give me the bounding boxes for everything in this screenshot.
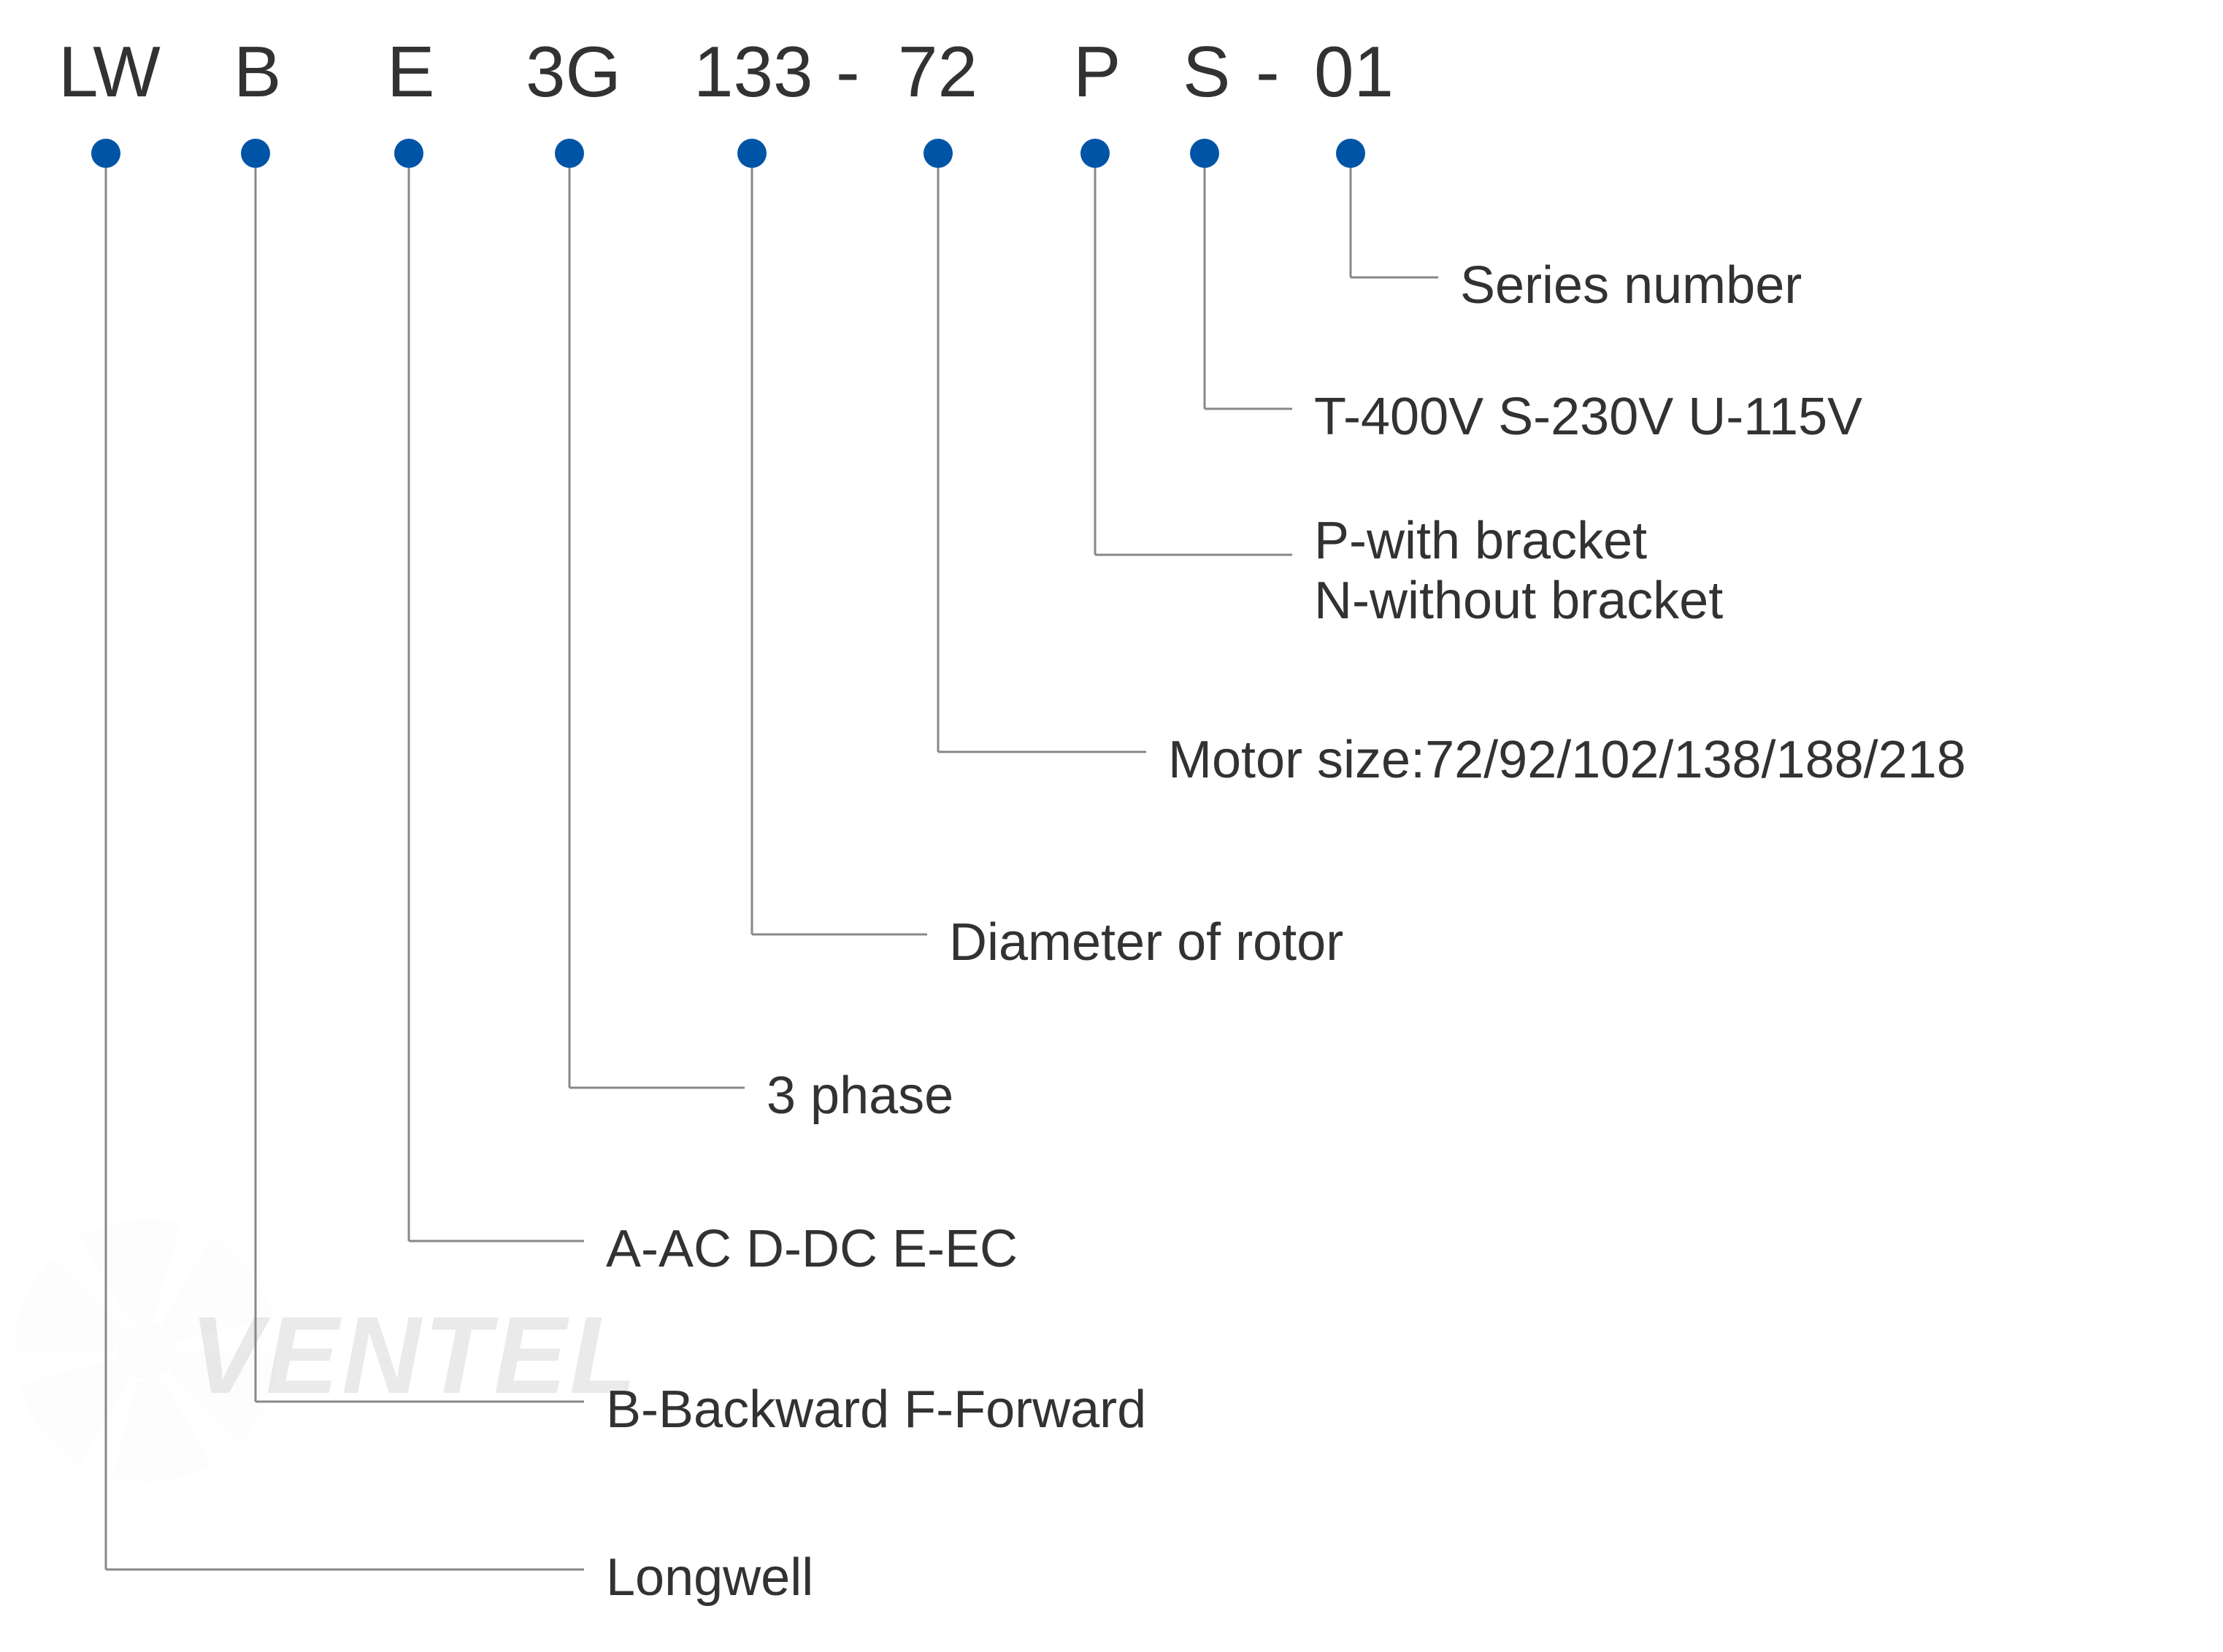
code-part-5: - bbox=[836, 31, 860, 113]
description-0: Longwell bbox=[606, 1548, 813, 1607]
code-dot-6 bbox=[924, 139, 953, 168]
description-2: A-AC D-DC E-EC bbox=[606, 1219, 1018, 1279]
description-6-line-1: N-without bracket bbox=[1314, 571, 1723, 631]
description-6-line-0: P-with bracket bbox=[1314, 511, 1723, 571]
description-1: B-Backward F-Forward bbox=[606, 1380, 1146, 1440]
description-1-line-0: B-Backward F-Forward bbox=[606, 1380, 1146, 1440]
description-0-line-0: Longwell bbox=[606, 1548, 813, 1607]
code-dot-4 bbox=[737, 139, 767, 168]
code-part-4: 133 bbox=[694, 31, 813, 113]
code-dot-8 bbox=[1190, 139, 1219, 168]
description-3: 3 phase bbox=[767, 1066, 953, 1126]
description-4: Diameter of rotor bbox=[949, 913, 1343, 972]
code-part-9: - bbox=[1256, 31, 1280, 113]
code-part-0: LW bbox=[58, 31, 161, 113]
code-part-8: S bbox=[1183, 31, 1230, 113]
code-part-6: 72 bbox=[898, 31, 978, 113]
description-6: P-with bracketN-without bracket bbox=[1314, 511, 1723, 631]
description-2-line-0: A-AC D-DC E-EC bbox=[606, 1219, 1018, 1279]
description-5: Motor size:72/92/102/138/188/218 bbox=[1168, 730, 1966, 790]
code-part-3: 3G bbox=[526, 31, 621, 113]
code-dot-7 bbox=[1080, 139, 1110, 168]
description-5-line-0: Motor size:72/92/102/138/188/218 bbox=[1168, 730, 1966, 790]
watermark-text: VENTEL bbox=[190, 1292, 640, 1418]
description-4-line-0: Diameter of rotor bbox=[949, 913, 1343, 972]
code-dot-1 bbox=[241, 139, 270, 168]
description-8-line-0: Series number bbox=[1460, 256, 1802, 315]
description-7: T-400V S-230V U-115V bbox=[1314, 387, 1862, 447]
code-dot-0 bbox=[91, 139, 120, 168]
description-3-line-0: 3 phase bbox=[767, 1066, 953, 1126]
description-8: Series number bbox=[1460, 256, 1802, 315]
code-dot-2 bbox=[394, 139, 423, 168]
code-dot-10 bbox=[1336, 139, 1365, 168]
code-part-2: E bbox=[387, 31, 434, 113]
code-part-1: B bbox=[234, 31, 281, 113]
code-part-10: 01 bbox=[1314, 31, 1394, 113]
code-part-7: P bbox=[1073, 31, 1121, 113]
description-7-line-0: T-400V S-230V U-115V bbox=[1314, 387, 1862, 447]
code-dot-3 bbox=[555, 139, 584, 168]
